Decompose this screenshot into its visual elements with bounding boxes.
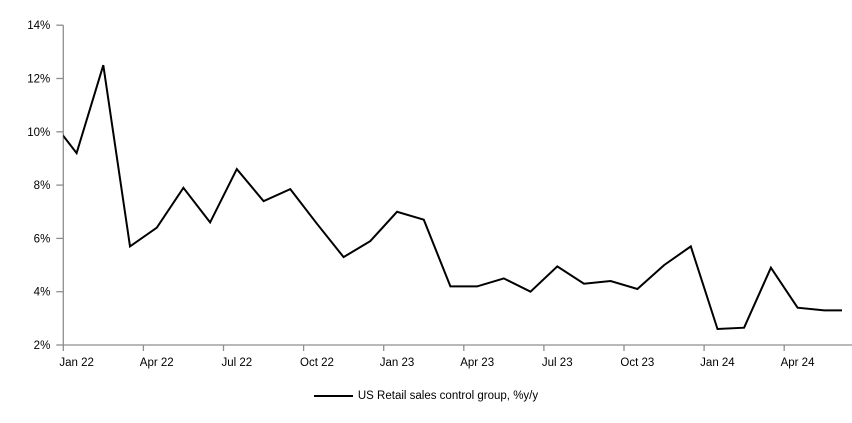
data-line-us-retail-sales-control-group	[63, 64, 843, 331]
y-axis-label: 4%	[34, 287, 51, 299]
y-axis-label: 6%	[34, 233, 51, 245]
x-axis-label: Jul 23	[542, 357, 573, 369]
x-axis-label: Jan 23	[380, 357, 415, 369]
y-axis-label: 12%	[27, 74, 50, 86]
x-axis-label: Oct 22	[300, 357, 334, 369]
y-axis-label: 10%	[27, 127, 50, 139]
x-axis-label: Jul 22	[222, 357, 253, 369]
y-axis-label: 8%	[34, 180, 51, 192]
x-axis-label: Oct 23	[620, 357, 654, 369]
x-axis-label: Jan 24	[700, 357, 735, 369]
x-axis-label: Jan 22	[59, 357, 94, 369]
x-axis-label: Apr 24	[781, 357, 815, 369]
legend: US Retail sales control group, %y/y	[0, 390, 852, 402]
legend-line-sample	[313, 395, 353, 397]
x-axis-label: Apr 23	[460, 357, 494, 369]
y-axis-label: 2%	[34, 340, 51, 352]
y-axis-label: 14%	[27, 20, 50, 32]
x-axis-label: Apr 22	[140, 357, 174, 369]
legend-label: US Retail sales control group, %y/y	[357, 390, 539, 402]
